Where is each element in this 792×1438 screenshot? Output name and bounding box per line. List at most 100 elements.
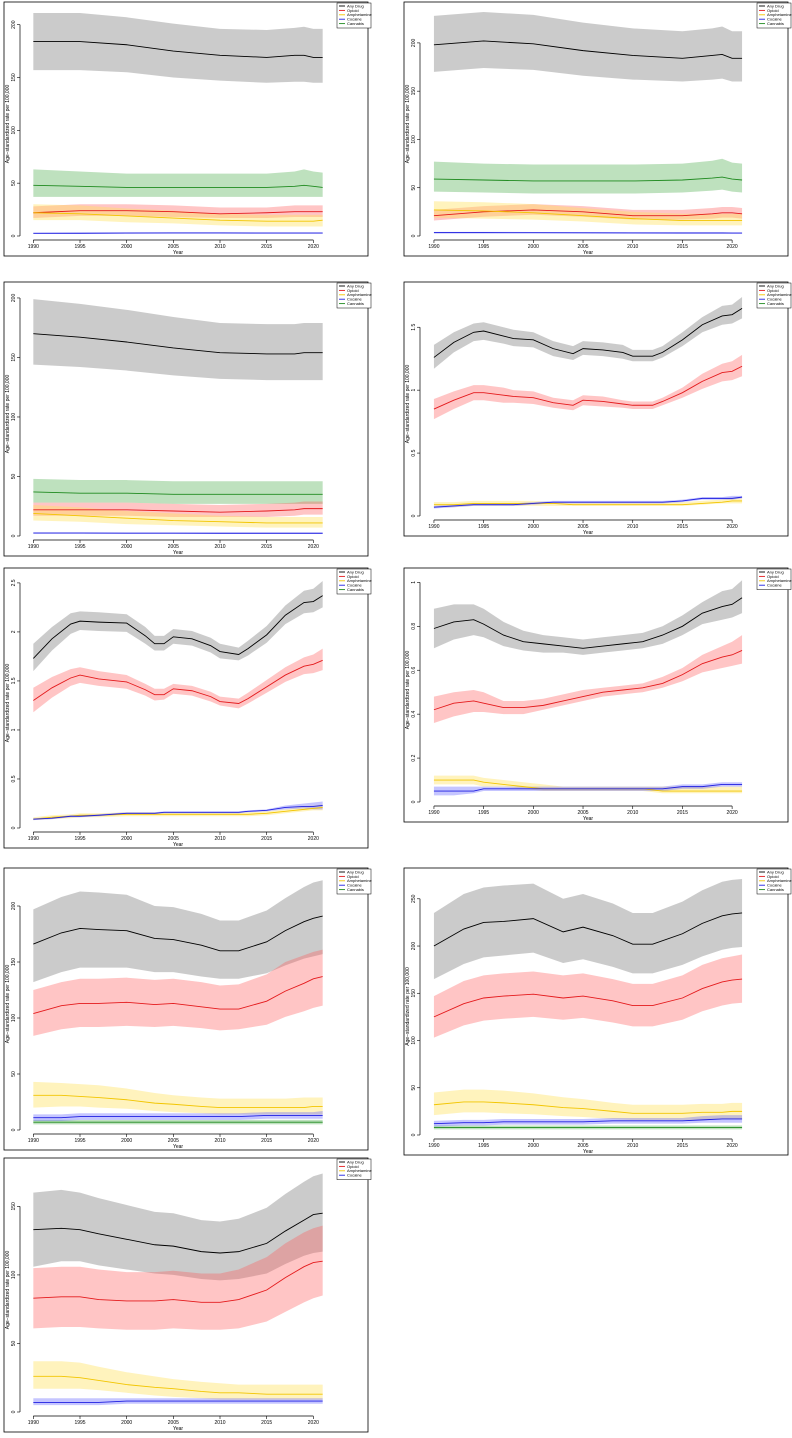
band-amphetamine	[33, 505, 323, 528]
series-line-amphetamine	[33, 1375, 323, 1395]
legend-label-opioid: Opioid	[767, 874, 779, 879]
x-axis-label: Year	[583, 530, 593, 536]
legend-label-cocaine: Cocaine	[347, 883, 362, 888]
y-tick-label: 50	[411, 185, 417, 191]
x-tick-label: 1990	[428, 810, 439, 816]
chart-5-svg: 1990 1995 2000 2005 2010 2015 2020 Year 0 0.5 1 1.5…	[3, 567, 372, 849]
y-tick-label: 200	[411, 942, 417, 951]
series-line-any-drug	[33, 1212, 323, 1254]
chart-panel-4: 1990 1995 2000 2005 2010 2015 2020 Year 0 0.5 1 1.5…	[400, 280, 792, 542]
legend-label-any-drug: Any Drug	[767, 869, 784, 874]
y-tick-label: 50	[11, 1340, 17, 1346]
x-tick-label: 2005	[168, 836, 179, 842]
y-tick-label: 0.5	[11, 775, 17, 782]
legend-label-amphetamine: Amphetamine	[767, 578, 792, 583]
legend-label-cannabis: Cannabis	[347, 21, 364, 26]
x-axis-label: Year	[583, 250, 593, 256]
series-line-amphetamine	[433, 209, 743, 222]
x-tick-label: 2000	[528, 244, 539, 250]
x-tick-label: 2000	[121, 244, 132, 250]
band-amphetamine	[33, 1081, 323, 1115]
legend-label-amphetamine: Amphetamine	[347, 292, 372, 297]
y-tick-label: 100	[411, 135, 417, 144]
y-tick-label: 200	[11, 20, 17, 29]
y-tick-label: 0	[11, 234, 17, 237]
chart-2-svg: 1990 1995 2000 2005 2010 2015 2020 Year 0 50 100 15…	[403, 1, 792, 257]
legend-label-amphetamine: Amphetamine	[347, 1168, 372, 1173]
y-tick-label: 0	[411, 800, 417, 803]
y-axis-label: Age−standardized rate per 100,000	[5, 1251, 11, 1330]
legend-label-any-drug: Any Drug	[347, 869, 364, 874]
y-tick-label: 0	[411, 234, 417, 237]
series-line-any-drug	[433, 307, 743, 358]
series-line-cocaine	[33, 805, 323, 820]
y-tick-label: 250	[411, 894, 417, 903]
chart-2-frame	[403, 1, 789, 257]
series-line-opioid	[33, 210, 323, 215]
x-tick-label: 2010	[627, 810, 638, 816]
y-tick-label: 150	[11, 73, 17, 82]
x-axis-label: Year	[173, 1426, 183, 1432]
y-tick-label: 200	[411, 39, 417, 48]
y-axis-label: Age−standardized rate per 100,000	[5, 85, 11, 164]
chart-7-frame	[3, 867, 369, 1151]
y-tick-label: 1	[411, 581, 417, 584]
x-tick-label: 2005	[577, 524, 588, 530]
x-tick-label: 2010	[627, 1143, 638, 1149]
x-tick-label: 1990	[28, 836, 39, 842]
legend-label-amphetamine: Amphetamine	[347, 12, 372, 17]
band-any-drug	[433, 12, 743, 82]
series-line-opioid	[433, 978, 743, 1018]
band-any-drug	[433, 878, 743, 980]
x-axis-label: Year	[583, 1149, 593, 1155]
x-tick-label: 2010	[214, 244, 225, 250]
series-line-cocaine	[33, 1400, 323, 1403]
x-tick-label: 2005	[577, 810, 588, 816]
x-tick-label: 2020	[727, 524, 738, 530]
x-tick-label: 1995	[74, 1420, 85, 1426]
series-line-opioid	[33, 508, 323, 513]
y-axis-label: Age−standardized rate per 100,000	[405, 967, 411, 1046]
series-line-any-drug	[33, 333, 323, 355]
x-tick-label: 2015	[677, 810, 688, 816]
chart-6-frame	[403, 567, 789, 823]
band-any-drug	[33, 580, 323, 672]
band-any-drug	[33, 13, 323, 83]
y-tick-label: 200	[11, 294, 17, 303]
y-tick-label: 0	[11, 826, 17, 829]
x-tick-label: 2000	[121, 1138, 132, 1144]
x-axis-label: Year	[583, 816, 593, 822]
series-line-any-drug	[433, 40, 743, 59]
series-line-amphetamine	[33, 806, 323, 820]
x-axis-label: Year	[173, 550, 183, 556]
series-line-any-drug	[433, 912, 743, 947]
legend-label-cocaine: Cocaine	[767, 297, 782, 302]
legend-label-cannabis: Cannabis	[767, 301, 784, 306]
y-axis-label: Age−standardized rate per 100,000	[5, 375, 11, 454]
legend-label-amphetamine: Amphetamine	[767, 878, 792, 883]
legend-label-any-drug: Any Drug	[767, 283, 784, 288]
x-tick-label: 1995	[74, 244, 85, 250]
x-tick-label: 1995	[74, 1138, 85, 1144]
series-line-opioid	[433, 365, 743, 410]
series-line-amphetamine	[433, 1101, 743, 1114]
y-tick-label: 0	[11, 534, 17, 537]
x-tick-label: 1995	[478, 1143, 489, 1149]
band-opioid	[33, 949, 323, 1036]
y-tick-label: 0.8	[411, 623, 417, 630]
chart-3-svg: 1990 1995 2000 2005 2010 2015 2020 Year 0 50 100 15…	[3, 281, 372, 557]
y-tick-label: 100	[11, 1271, 17, 1280]
legend-label-cocaine: Cocaine	[347, 1173, 362, 1178]
band-opioid	[33, 648, 323, 713]
legend-label-opioid: Opioid	[347, 574, 359, 579]
x-tick-label: 1995	[478, 810, 489, 816]
x-tick-label: 2015	[261, 836, 272, 842]
x-tick-label: 2020	[727, 244, 738, 250]
legend-label-opioid: Opioid	[347, 288, 359, 293]
y-tick-label: 0	[11, 1128, 17, 1131]
series-line-cocaine	[433, 496, 743, 508]
x-axis-label: Year	[173, 250, 183, 256]
x-tick-label: 1990	[428, 1143, 439, 1149]
series-line-any-drug	[433, 597, 743, 649]
legend-label-any-drug: Any Drug	[347, 3, 364, 8]
